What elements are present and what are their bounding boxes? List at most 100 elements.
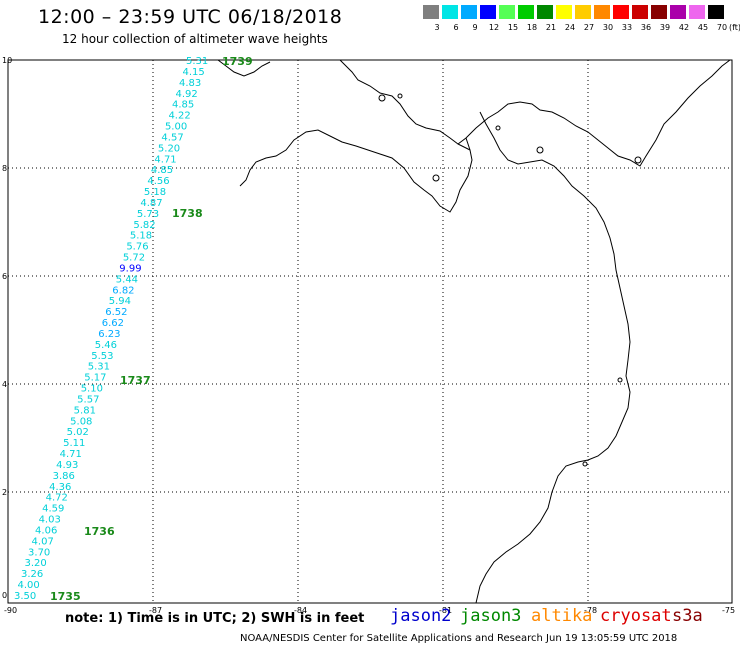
legend-label: 36 xyxy=(640,23,652,32)
legend-swatch xyxy=(689,5,705,19)
y-tick-label: 10 xyxy=(2,56,12,65)
legend-label: 18 xyxy=(526,23,538,32)
legend-label: 21 xyxy=(545,23,557,32)
wave-height-label: 3.26 xyxy=(21,569,43,580)
wave-height-label: 4.71 xyxy=(154,154,176,165)
x-tick-label: -78 xyxy=(584,606,597,615)
wave-height-label: 6.52 xyxy=(105,307,127,318)
pass-time-label: 1738 xyxy=(172,207,203,220)
legend-label: 45 xyxy=(697,23,709,32)
wave-height-label: 5.53 xyxy=(91,351,113,362)
legend-label: 15 xyxy=(507,23,519,32)
legend-unit: (ft) xyxy=(728,23,740,32)
wave-height-label: 5.94 xyxy=(109,296,131,307)
legend-label: 6 xyxy=(453,23,459,32)
altimeter-track: 3.504.003.263.203.704.074.064.034.594.72… xyxy=(14,55,253,603)
y-tick-label: 2 xyxy=(2,488,7,497)
satellite-label: altika xyxy=(531,606,593,626)
wave-height-label: 5.18 xyxy=(130,231,152,242)
legend-label: 27 xyxy=(583,23,595,32)
pass-time-label: 1737 xyxy=(120,374,151,387)
legend-swatch xyxy=(499,5,515,19)
wave-height-label: 5.08 xyxy=(70,416,92,427)
wave-height-label: 4.87 xyxy=(140,198,162,209)
wave-height-label: 3.20 xyxy=(25,558,47,569)
wave-height-label: 4.92 xyxy=(175,89,197,100)
wave-height-label: 4.93 xyxy=(56,460,78,471)
wave-height-label: 5.73 xyxy=(137,209,159,220)
legend-swatch xyxy=(613,5,629,19)
wave-height-label: 5.20 xyxy=(158,143,180,154)
units-note: note: 1) Time is in UTC; 2) SWH is in fe… xyxy=(65,611,365,626)
wave-height-label: 3.70 xyxy=(28,547,50,558)
axis-ticks: -90 -87 -84 -81 -78 -75 0 2 4 6 8 10 xyxy=(2,56,735,615)
legend-swatch xyxy=(556,5,572,19)
legend-label: 12 xyxy=(488,23,500,32)
map-subtitle: 12 hour collection of altimeter wave hei… xyxy=(62,32,328,46)
legend-swatch xyxy=(575,5,591,19)
wave-height-label: 5.46 xyxy=(95,340,117,351)
wave-height-label: 5.31 xyxy=(186,56,208,67)
legend-swatch xyxy=(632,5,648,19)
pass-time-label: 1735 xyxy=(50,590,81,603)
wave-height-label: 5.44 xyxy=(116,274,138,285)
wave-height-label: 3.86 xyxy=(53,471,75,482)
pass-time-label: 1736 xyxy=(84,525,115,538)
legend-swatch xyxy=(708,5,724,19)
x-tick-label: -81 xyxy=(439,606,452,615)
wave-height-label: 4.00 xyxy=(18,580,40,591)
map-title: 12:00 – 23:59 UTC 06/18/2018 xyxy=(38,6,343,28)
plot-frame xyxy=(7,59,733,604)
satellite-label: cryosat xyxy=(600,606,672,626)
wave-height-label: 5.00 xyxy=(165,122,187,133)
wave-height-label: 4.22 xyxy=(168,111,190,122)
y-tick-label: 8 xyxy=(2,164,7,173)
wave-height-label: 4.72 xyxy=(46,493,68,504)
wave-height-label: 5.31 xyxy=(88,362,110,373)
wave-height-label: 5.81 xyxy=(74,405,96,416)
legend-swatch xyxy=(594,5,610,19)
wave-height-label: 4.36 xyxy=(49,482,71,493)
legend-swatch xyxy=(480,5,496,19)
wave-height-label: 4.03 xyxy=(39,515,61,526)
wave-height-label: 5.11 xyxy=(63,438,85,449)
legend-swatch xyxy=(670,5,686,19)
wave-height-label: 4.85 xyxy=(151,165,173,176)
legend-swatch xyxy=(423,5,439,19)
satellite-label: jason3 xyxy=(460,606,522,626)
wave-height-label: 6.23 xyxy=(98,329,120,340)
coastline-caribbean xyxy=(217,59,271,77)
wave-height-label: 4.57 xyxy=(161,132,183,143)
y-tick-label: 0 xyxy=(2,591,7,600)
wave-height-label: 6.62 xyxy=(102,318,124,329)
wave-height-label: 4.85 xyxy=(172,100,194,111)
y-tick-label: 4 xyxy=(2,380,7,389)
legend-swatch xyxy=(442,5,458,19)
wave-height-label: 5.10 xyxy=(81,384,103,395)
wave-height-label: 5.18 xyxy=(144,187,166,198)
islands xyxy=(378,93,642,467)
legend-swatch xyxy=(651,5,667,19)
legend-label: 39 xyxy=(659,23,671,32)
coastline-pacific xyxy=(457,111,631,604)
wave-height-label: 5.72 xyxy=(123,253,145,264)
wave-height-label: 5.82 xyxy=(133,220,155,231)
wave-height-label: 5.57 xyxy=(77,394,99,405)
wave-height-label: 4.06 xyxy=(35,525,57,536)
satellite-label: jason2 xyxy=(390,606,452,626)
wave-height-label: 4.71 xyxy=(60,449,82,460)
y-tick-label: 6 xyxy=(2,272,7,281)
legend-label: 42 xyxy=(678,23,690,32)
legend-label: 9 xyxy=(472,23,478,32)
wave-height-label: 4.59 xyxy=(42,504,64,515)
wave-height-label: 4.83 xyxy=(179,78,201,89)
x-tick-label: -90 xyxy=(4,606,17,615)
legend-label: 70 xyxy=(716,23,728,32)
x-tick-label: -87 xyxy=(149,606,162,615)
legend-label: 33 xyxy=(621,23,633,32)
wave-height-label: 4.07 xyxy=(32,536,54,547)
lat-lon-grid xyxy=(8,60,732,603)
wave-height-label: 4.56 xyxy=(147,176,169,187)
wave-height-label: 5.02 xyxy=(67,427,89,438)
wave-height-label: 3.50 xyxy=(14,591,36,602)
